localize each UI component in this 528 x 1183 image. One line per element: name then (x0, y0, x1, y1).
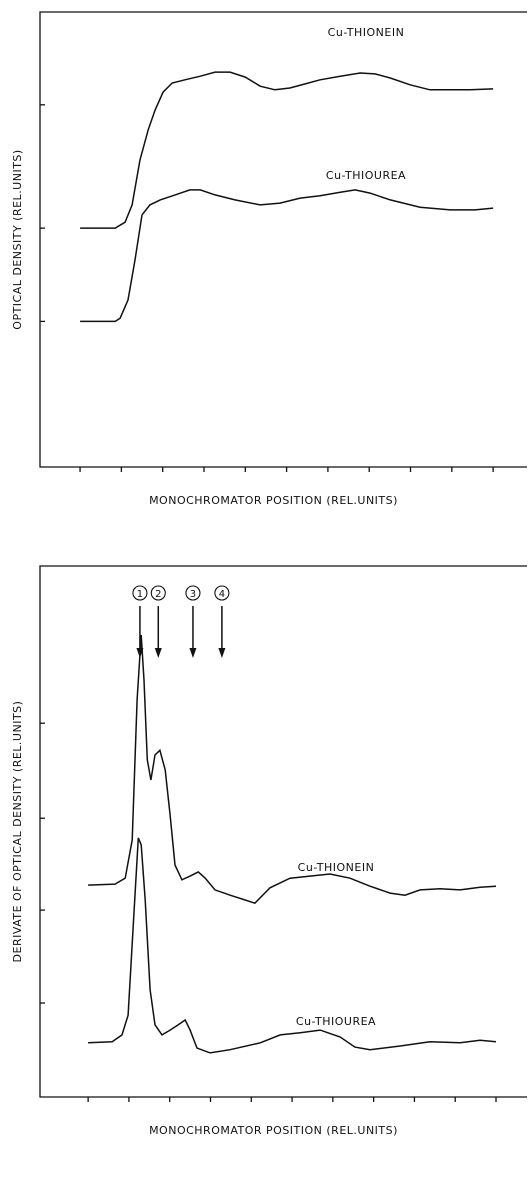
series-label: Cu-THIOUREA (296, 1015, 376, 1028)
data-line (80, 189, 494, 323)
y-axis-label: DERIVATE OF OPTICAL DENSITY (REL.UNITS) (11, 701, 24, 963)
annotation-circle (185, 585, 201, 601)
x-axis-label: MONOCHROMATOR POSITION (REL.UNITS) (149, 494, 398, 507)
data-line (88, 837, 497, 1054)
series-label: Cu-THIONEIN (328, 26, 405, 39)
series-label: Cu-THIOUREA (326, 169, 406, 182)
annotation-label: 2 (155, 589, 161, 600)
annotation-label: 3 (190, 589, 196, 600)
arrow-head (154, 648, 162, 658)
data-line (80, 71, 494, 229)
y-axis-label: OPTICAL DENSITY (REL.UNITS) (11, 149, 24, 329)
annotation-circle (214, 585, 230, 601)
annotation-circle (150, 585, 166, 601)
plot-frame (39, 11, 527, 468)
plot-frame (39, 565, 527, 1098)
arrow-head (189, 648, 197, 658)
series-label: Cu-THIONEIN (298, 861, 375, 874)
annotation-circle (132, 585, 148, 601)
arrow-head (136, 648, 144, 658)
annotation-label: 1 (137, 589, 143, 600)
annotation-label: 4 (219, 589, 225, 600)
arrow-head (218, 648, 226, 658)
data-line (88, 634, 497, 905)
x-axis-label: MONOCHROMATOR POSITION (REL.UNITS) (149, 1124, 398, 1137)
